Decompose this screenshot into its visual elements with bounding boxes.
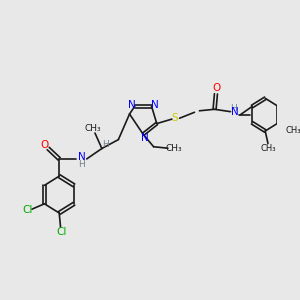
- Text: H: H: [102, 140, 109, 148]
- Text: H: H: [78, 160, 85, 169]
- Text: N: N: [151, 100, 159, 110]
- Text: H: H: [230, 104, 237, 113]
- Text: N: N: [230, 107, 238, 117]
- Text: Cl: Cl: [56, 227, 66, 237]
- Text: S: S: [171, 113, 178, 123]
- Text: CH₃: CH₃: [85, 124, 101, 133]
- Text: CH₃: CH₃: [166, 144, 183, 153]
- Text: CH₃: CH₃: [261, 144, 276, 153]
- Text: O: O: [212, 83, 220, 94]
- Text: N: N: [78, 152, 85, 162]
- Text: Cl: Cl: [22, 205, 32, 215]
- Text: CH₃: CH₃: [286, 126, 300, 135]
- Text: N: N: [141, 133, 148, 143]
- Text: O: O: [40, 140, 48, 150]
- Text: N: N: [128, 100, 135, 110]
